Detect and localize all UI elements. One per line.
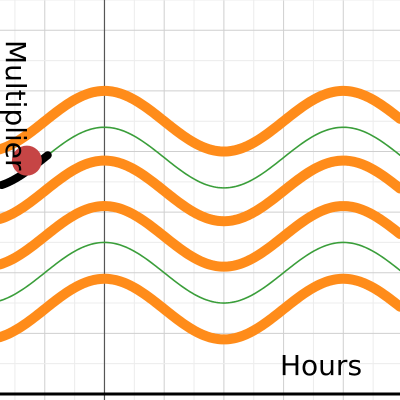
green-curve-5 — [0, 241, 400, 304]
orange-curve-6 — [0, 273, 400, 345]
y-axis-label: Multiplier — [0, 40, 32, 171]
curves — [0, 85, 400, 345]
orange-curve-1 — [0, 85, 400, 157]
orange-curve-3 — [0, 155, 400, 227]
orange-curve-4 — [0, 201, 400, 272]
draggable-point — [11, 145, 42, 176]
green-curve-2 — [0, 126, 400, 189]
x-axis-label: Hours — [280, 349, 362, 382]
overlay — [0, 145, 52, 189]
